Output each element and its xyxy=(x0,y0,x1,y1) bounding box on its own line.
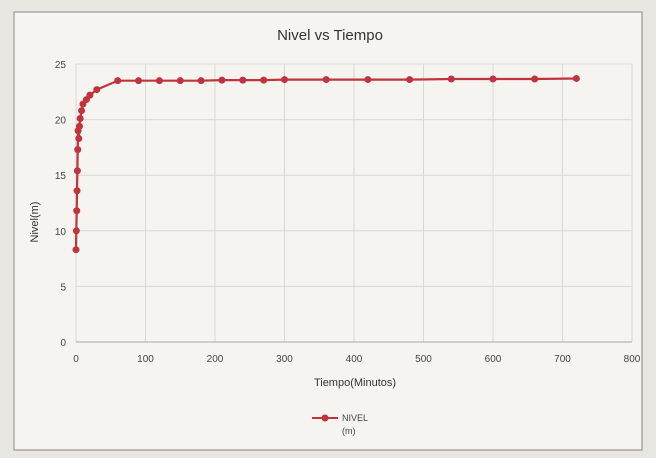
x-tick-label: 200 xyxy=(207,354,224,365)
data-point xyxy=(75,135,83,143)
data-point xyxy=(135,77,143,85)
data-point xyxy=(406,76,414,84)
data-point xyxy=(572,74,580,82)
data-point xyxy=(114,77,122,85)
data-point xyxy=(73,187,81,195)
data-point xyxy=(72,246,80,254)
x-tick-label: 300 xyxy=(276,354,293,365)
legend-label-line2: (m) xyxy=(342,426,356,436)
x-tick-label: 600 xyxy=(485,354,502,365)
y-tick-label: 20 xyxy=(55,116,67,127)
data-point xyxy=(281,76,288,84)
data-point xyxy=(86,91,94,99)
data-point xyxy=(76,114,84,122)
series-nivel xyxy=(72,74,580,254)
y-axis-label: Nivel(m) xyxy=(29,202,41,243)
data-point xyxy=(364,76,372,84)
data-point xyxy=(73,167,81,175)
x-tick-label: 0 xyxy=(73,354,79,365)
data-point xyxy=(75,122,83,130)
data-point xyxy=(74,146,82,154)
x-tick-label: 400 xyxy=(346,354,363,365)
data-point xyxy=(73,207,81,215)
data-point xyxy=(531,75,539,83)
x-axis-label: Tiempo(Minutos) xyxy=(314,377,396,389)
data-point xyxy=(72,227,80,235)
x-tick-label: 700 xyxy=(554,354,571,365)
data-point xyxy=(218,76,226,84)
y-tick-label: 0 xyxy=(60,338,66,349)
legend-marker xyxy=(321,414,329,422)
legend-label-line1: NIVEL xyxy=(342,413,368,423)
data-point xyxy=(260,76,268,84)
y-tick-label: 25 xyxy=(55,60,67,71)
x-tick-label: 500 xyxy=(415,354,432,365)
data-point xyxy=(176,77,184,85)
y-tick-label: 15 xyxy=(55,171,67,182)
data-point xyxy=(322,76,330,84)
data-point xyxy=(93,86,101,94)
data-point xyxy=(447,75,455,83)
chart-title: Nivel vs Tiempo xyxy=(277,27,383,44)
y-tick-label: 5 xyxy=(60,282,66,293)
data-point xyxy=(197,77,205,85)
y-tick-label: 10 xyxy=(55,227,67,238)
data-point xyxy=(155,77,163,85)
data-point xyxy=(239,76,247,84)
data-point xyxy=(78,107,86,115)
data-point xyxy=(489,75,497,83)
x-tick-label: 100 xyxy=(137,354,154,365)
legend: NIVEL (m) xyxy=(312,413,368,436)
x-tick-label: 800 xyxy=(624,354,641,365)
axes: 0 100 200 300 400 500 600 700 800 0 5 10 15 20 25 xyxy=(55,60,641,365)
